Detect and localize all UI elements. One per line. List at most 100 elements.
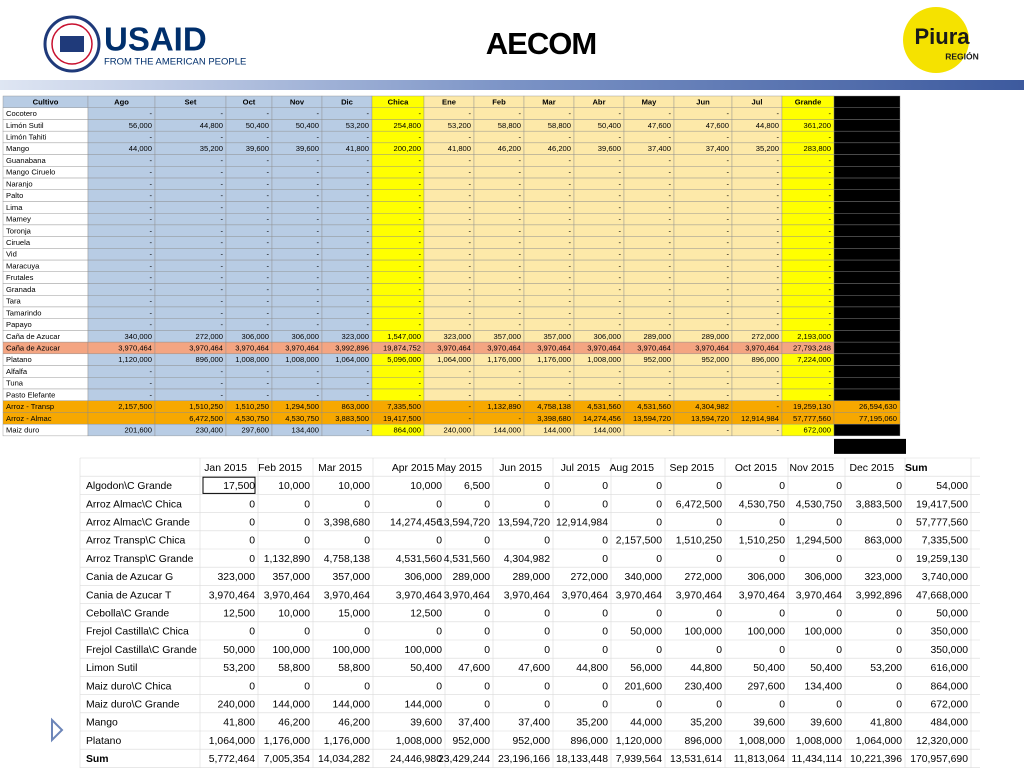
- cell-text: -: [726, 226, 729, 235]
- cell-text: -: [418, 215, 421, 224]
- cell-text: -: [220, 238, 223, 247]
- cell: [87, 107, 156, 120]
- cell-text: 0: [484, 627, 490, 638]
- cell-text: -: [668, 215, 671, 224]
- cell: [573, 189, 625, 202]
- cell-text: 13,594,720: [691, 414, 729, 423]
- cell: [523, 107, 575, 120]
- cell-text: 100,000: [404, 645, 442, 656]
- cell: [154, 130, 227, 144]
- cell-text: 0: [364, 627, 370, 638]
- cell-text: -: [518, 297, 521, 306]
- cell-text: 6,500: [464, 481, 490, 492]
- cell-text: 3,970,464: [487, 343, 521, 352]
- cell: [423, 224, 475, 237]
- cell: [87, 236, 156, 249]
- cell: [154, 295, 227, 308]
- cell-text: 44,800: [576, 663, 608, 674]
- cell-text: 100,000: [332, 645, 370, 656]
- cell: [473, 166, 525, 179]
- cell: [154, 236, 227, 249]
- cell: [87, 412, 156, 425]
- cell-text: 0: [779, 481, 785, 492]
- selected-cell: [202, 476, 256, 494]
- cell-text: -: [149, 191, 152, 200]
- pivot-table: Jan 2015 Feb 2015 Mar 2015 Apr 2015 May 2015…: [79, 457, 980, 768]
- cell-text: -: [518, 238, 521, 247]
- cell-text: 19,874,752: [383, 343, 421, 352]
- cell-text: -: [518, 191, 521, 200]
- cell: [473, 295, 525, 308]
- cell: [473, 388, 525, 401]
- cell-text: -: [568, 179, 571, 188]
- cell-text: 1,008,000: [739, 736, 785, 747]
- cell-text: -: [726, 203, 729, 212]
- cell-text: -: [149, 250, 152, 259]
- cell-text: Tamarindo: [6, 308, 41, 317]
- cell-text: -: [468, 250, 471, 259]
- cell: [473, 177, 525, 190]
- cell-text: -: [366, 191, 369, 200]
- cell: [781, 166, 835, 179]
- cell-text: Maiz duro: [6, 426, 39, 435]
- cell: [731, 365, 783, 378]
- cell: [781, 189, 835, 202]
- cell-text: 3,970,464: [537, 343, 571, 352]
- cell: [731, 236, 783, 249]
- cell-text: -: [266, 320, 269, 329]
- cell: [154, 177, 227, 190]
- cell: [423, 259, 475, 272]
- cell: [321, 295, 373, 308]
- cell-text: Frutales: [6, 273, 34, 282]
- cell: [225, 295, 273, 308]
- cell-text: 0: [602, 645, 608, 656]
- cell-text: 12,500: [410, 608, 442, 619]
- cell-text: 10,000: [410, 481, 442, 492]
- cell-text: -: [568, 390, 571, 399]
- cell-text: 4,304,982: [504, 554, 550, 565]
- cell-text: -: [668, 156, 671, 165]
- cell-text: 41,800: [870, 718, 902, 729]
- cell-text: 863,000: [342, 402, 369, 411]
- cell: [781, 259, 835, 272]
- cell-text: -: [668, 261, 671, 270]
- cell-text: -: [220, 261, 223, 270]
- cell-text: -: [776, 261, 779, 270]
- cell-text: -: [618, 297, 621, 306]
- cell-text: 4,758,138: [537, 402, 571, 411]
- cell: [623, 236, 675, 249]
- cell: [423, 412, 475, 425]
- cell-text: 1,547,000: [387, 332, 421, 341]
- cell-text: -: [316, 168, 319, 177]
- cell: [573, 212, 625, 226]
- cell-text: 3,970,464: [745, 343, 779, 352]
- cell: [623, 318, 675, 331]
- cell-text: -: [518, 156, 521, 165]
- cell-text: -: [266, 261, 269, 270]
- cell-text: 57,777,560: [916, 517, 968, 528]
- cell-text: -: [828, 168, 831, 177]
- cell-text: 144,000: [594, 426, 621, 435]
- cell-text: 0: [544, 481, 550, 492]
- cell: [623, 388, 675, 401]
- cell-text: -: [618, 156, 621, 165]
- cell-text: -: [220, 273, 223, 282]
- cell: [781, 377, 835, 390]
- cell: [623, 283, 675, 296]
- cell-text: -: [468, 285, 471, 294]
- cell-text: 50,000: [630, 627, 662, 638]
- cell-text: 35,200: [200, 144, 223, 153]
- cell-text: -: [726, 191, 729, 200]
- cell-text: Granada: [6, 285, 36, 294]
- cell-text: -: [518, 215, 521, 224]
- column-header: Dic: [341, 97, 353, 106]
- cell-text: 3,970,464: [739, 590, 785, 601]
- cell-text: -: [776, 390, 779, 399]
- cell-text: 0: [656, 554, 662, 565]
- cell: [423, 166, 475, 179]
- cell: [781, 295, 835, 308]
- column-header: Dec 2015: [850, 463, 895, 474]
- cell-text: -: [828, 320, 831, 329]
- cell: [371, 166, 425, 179]
- column-header: Sum: [905, 463, 928, 474]
